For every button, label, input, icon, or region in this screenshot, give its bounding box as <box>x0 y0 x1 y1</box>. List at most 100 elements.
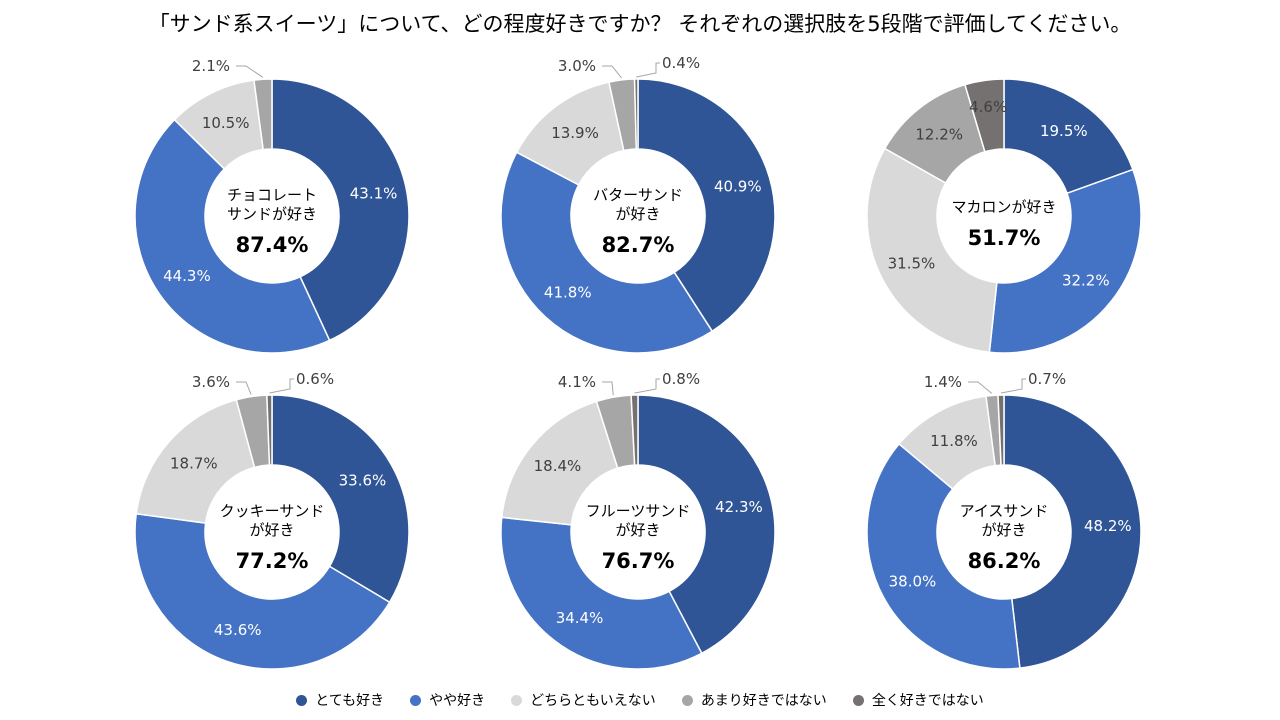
center-label: マカロンが好き <box>951 198 1056 216</box>
donut-slice <box>134 512 391 670</box>
legend-swatch <box>296 694 308 706</box>
center-label: が好き <box>615 521 660 539</box>
center-label: アイスサンド <box>960 502 1049 520</box>
donut-slice <box>135 398 256 524</box>
slice-label: 11.8% <box>930 432 978 450</box>
donut-slice <box>633 78 639 150</box>
legend-swatch <box>852 694 864 706</box>
slice-label: 4.6% <box>969 98 1007 116</box>
donut-slice <box>271 78 410 342</box>
slice-callout-label: 0.8% <box>662 370 700 388</box>
center-label: が好き <box>249 521 294 539</box>
slice-callout-label: 4.1% <box>558 373 596 391</box>
donut-slice <box>1003 394 1142 669</box>
slice-callout-label: 0.7% <box>1028 370 1066 388</box>
center-label: クッキーサンド <box>220 502 325 520</box>
legend-label: どちらともいえない <box>530 693 656 709</box>
center-total: 51.7% <box>968 226 1041 250</box>
donut-slice <box>630 394 639 466</box>
slice-label: 13.9% <box>551 124 599 142</box>
donut-slice <box>253 78 273 151</box>
slice-callout-label: 0.6% <box>296 370 334 388</box>
donut-slice <box>500 151 714 354</box>
slice-label: 12.2% <box>915 126 963 144</box>
callout-leader <box>269 378 294 394</box>
slice-label: 31.5% <box>888 255 936 273</box>
callout-leader <box>236 381 252 395</box>
slice-label: 44.3% <box>163 267 211 285</box>
legend: とても好き やや好き どちらともいえない あまり好きではない 全く好きではない <box>0 690 1280 710</box>
center-total: 87.4% <box>236 233 309 257</box>
legend-swatch <box>681 694 693 706</box>
donut-slice <box>134 118 331 354</box>
slice-label: 48.2% <box>1084 517 1132 535</box>
donut-chart: 19.5% 32.2% 31.5% 12.2% 4.6% マカロンが好き 51.7% <box>866 78 1142 354</box>
callout-leader <box>1000 378 1026 394</box>
slice-label: 18.7% <box>170 454 218 472</box>
slice-label: 18.4% <box>534 457 582 475</box>
slice-label: 10.5% <box>202 114 250 132</box>
legend-label: やや好き <box>429 693 486 709</box>
slice-callout-label: 3.0% <box>558 57 596 75</box>
slice-label: 43.1% <box>350 185 398 203</box>
donut-slice <box>266 394 273 466</box>
legend-item-not-at-all: 全く好きではない <box>852 690 984 710</box>
legend-item-not-much: あまり好きではない <box>681 690 827 710</box>
center-label: フルーツサンド <box>586 502 691 520</box>
callout-leader <box>236 65 264 78</box>
slice-label: 41.8% <box>544 284 592 302</box>
legend-item-somewhat-like: やや好き <box>410 690 485 710</box>
center-label: バターサンド <box>593 186 683 204</box>
slice-callout-label: 0.4% <box>662 54 700 72</box>
slice-label: 43.6% <box>214 621 262 639</box>
callout-leader <box>634 378 660 394</box>
legend-item-very-like: とても好き <box>296 690 384 710</box>
center-total: 82.7% <box>602 233 675 257</box>
legend-label: とても好き <box>315 693 385 709</box>
callout-leader <box>602 65 622 79</box>
slice-label: 40.9% <box>714 178 762 196</box>
slice-label: 42.3% <box>715 498 763 516</box>
center-label: サンドが好き <box>227 205 317 223</box>
center-label: チョコレート <box>227 186 317 204</box>
slice-label: 38.0% <box>889 572 937 590</box>
legend-label: 全く好きではない <box>871 693 984 709</box>
legend-swatch <box>410 694 422 706</box>
donut-slice <box>866 442 1021 670</box>
donut-slice <box>1003 78 1134 195</box>
callout-leader <box>602 381 614 396</box>
donut-slice <box>500 516 703 670</box>
legend-swatch <box>511 694 523 706</box>
slice-label: 33.6% <box>339 472 387 490</box>
center-label: が好き <box>615 205 660 223</box>
callout-leader <box>636 62 660 78</box>
chart-title: 「サンド系スイーツ」について、どの程度好きですか？ それぞれの選択肢を5段階で評… <box>148 12 1132 36</box>
callout-leader <box>968 381 993 394</box>
donut-slice <box>988 168 1142 354</box>
center-total: 86.2% <box>968 549 1041 573</box>
slice-label: 34.4% <box>556 609 604 627</box>
donut-slice <box>997 394 1005 466</box>
slice-callout-label: 3.6% <box>192 373 230 391</box>
donut-slice <box>637 78 776 333</box>
slice-callout-label: 1.4% <box>924 373 962 391</box>
legend-item-neutral: どちらともいえない <box>511 690 656 710</box>
donut-slice <box>866 147 998 354</box>
donut-slice <box>637 394 776 655</box>
donut-slice <box>964 78 1005 153</box>
center-label: が好き <box>981 521 1026 539</box>
center-total: 77.2% <box>236 549 309 573</box>
donut-slice <box>271 394 410 604</box>
slice-callout-label: 2.1% <box>192 57 230 75</box>
center-total: 76.7% <box>602 549 675 573</box>
slice-label: 32.2% <box>1062 271 1110 289</box>
slice-label: 19.5% <box>1040 122 1088 140</box>
donut-slice <box>500 400 619 526</box>
legend-label: あまり好きではない <box>700 693 827 709</box>
